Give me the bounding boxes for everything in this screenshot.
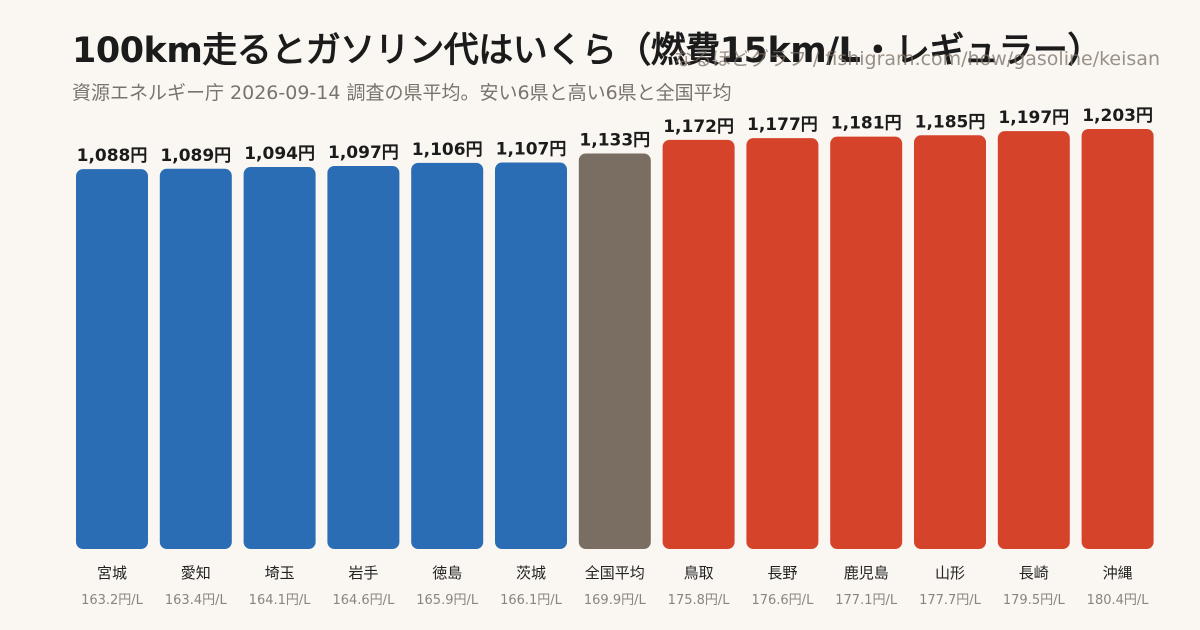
category-label-10: 山形 xyxy=(935,564,965,582)
value-label-6: 1,133円 xyxy=(579,130,650,150)
category-label-9: 鹿児島 xyxy=(844,564,889,582)
value-label-11: 1,197円 xyxy=(998,108,1069,128)
category-label-11: 長崎 xyxy=(1019,564,1049,582)
bar-7 xyxy=(662,139,735,549)
bar-3 xyxy=(327,166,400,549)
price-label-7: 175.8円/L xyxy=(668,593,731,608)
value-label-7: 1,172円 xyxy=(663,117,734,137)
category-label-3: 岩手 xyxy=(348,564,378,582)
price-label-8: 176.6円/L xyxy=(751,593,814,608)
value-label-12: 1,203円 xyxy=(1082,106,1153,126)
bar-8 xyxy=(746,138,819,549)
category-label-1: 愛知 xyxy=(181,564,211,582)
price-label-0: 163.2円/L xyxy=(81,593,144,608)
bar-2 xyxy=(243,167,316,549)
category-label-8: 長野 xyxy=(767,564,797,582)
category-label-2: 埼玉 xyxy=(265,564,295,582)
category-label-6: 全国平均 xyxy=(585,564,645,582)
category-label-4: 徳島 xyxy=(432,564,462,582)
bar-1 xyxy=(159,168,232,550)
bar-9 xyxy=(830,136,903,550)
bar-5 xyxy=(495,162,567,549)
watermark: なるほどグラフ / fishigram.com/how/gasoline/kei… xyxy=(673,48,1160,70)
bar-0 xyxy=(76,169,148,549)
bar-6 xyxy=(578,153,651,549)
value-label-1: 1,089円 xyxy=(160,146,231,166)
price-label-4: 165.9円/L xyxy=(416,593,479,608)
value-label-10: 1,185円 xyxy=(915,112,986,132)
category-label-12: 沖縄 xyxy=(1103,564,1133,582)
value-label-9: 1,181円 xyxy=(831,114,902,134)
value-label-5: 1,107円 xyxy=(496,140,567,160)
price-label-9: 177.1円/L xyxy=(835,593,898,608)
price-label-5: 166.1円/L xyxy=(500,593,563,608)
price-label-3: 164.6円/L xyxy=(332,593,395,608)
chart-subtitle: 資源エネルギー庁 2026-09-14 調査の県平均。安い6県と高い6県と全国平… xyxy=(72,82,732,104)
price-label-6: 169.9円/L xyxy=(584,593,647,608)
bar-10 xyxy=(914,135,986,549)
price-label-1: 163.4円/L xyxy=(165,593,228,608)
chart-title: 100km走るとガソリン代はいくら（燃費15km/L・レギュラー） xyxy=(72,31,1102,71)
value-label-8: 1,177円 xyxy=(747,115,818,135)
price-label-10: 177.7円/L xyxy=(919,593,982,608)
price-label-12: 180.4円/L xyxy=(1087,593,1150,608)
price-label-2: 164.1円/L xyxy=(249,593,312,608)
bar-11 xyxy=(997,131,1070,549)
bar-4 xyxy=(411,162,484,549)
category-label-5: 茨城 xyxy=(516,564,546,582)
category-label-7: 鳥取 xyxy=(684,564,714,582)
price-label-11: 179.5円/L xyxy=(1003,593,1066,608)
value-label-3: 1,097円 xyxy=(328,143,399,163)
value-label-0: 1,088円 xyxy=(77,146,148,166)
bar-12 xyxy=(1081,129,1154,549)
value-label-2: 1,094円 xyxy=(244,144,315,164)
category-label-0: 宮城 xyxy=(97,564,127,582)
value-label-4: 1,106円 xyxy=(412,140,483,160)
